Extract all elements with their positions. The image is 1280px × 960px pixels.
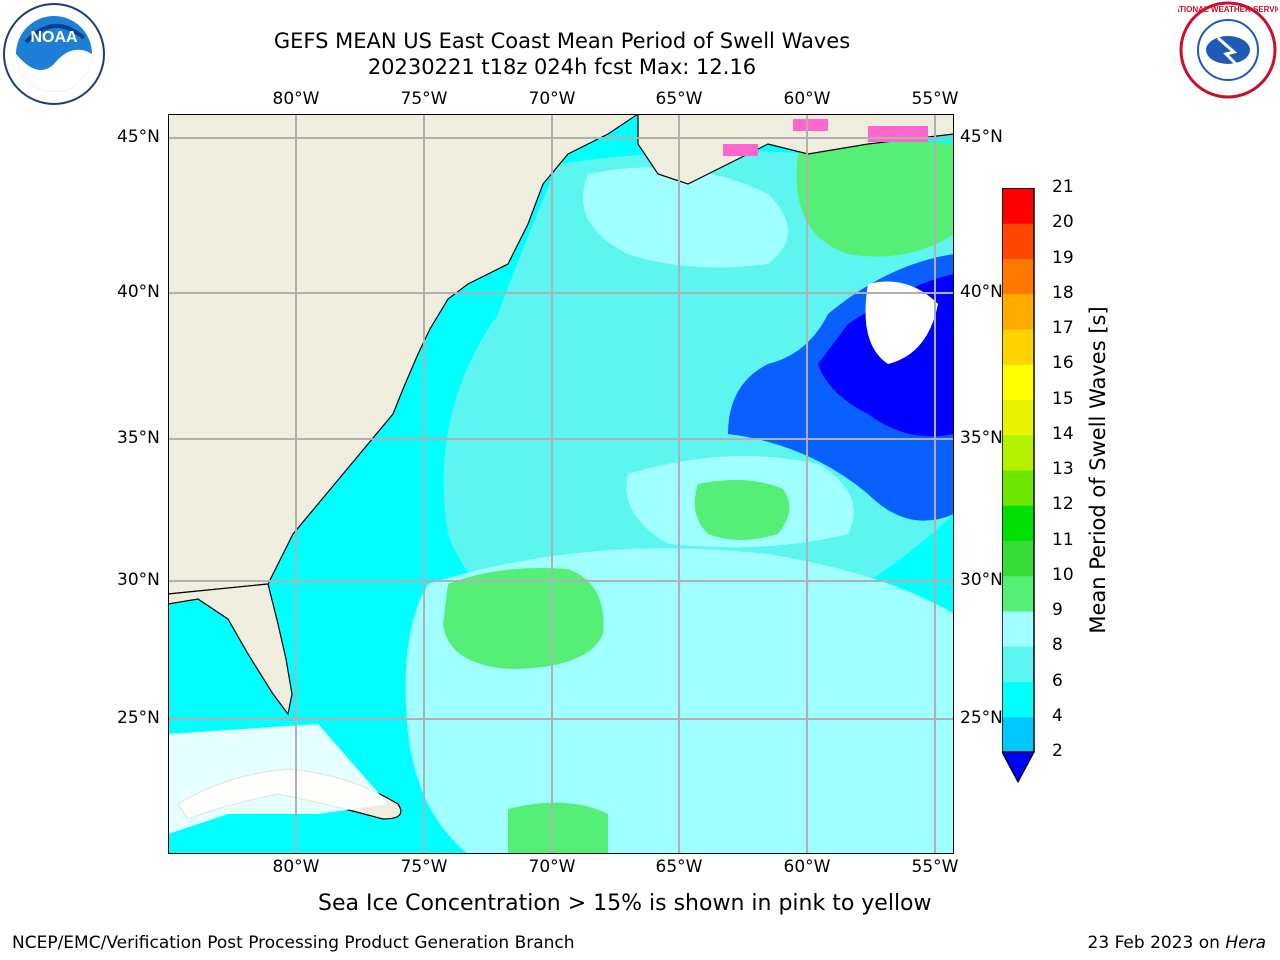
noaa-logo: NOAA bbox=[3, 3, 105, 105]
lat-label-left: 40°N bbox=[117, 282, 160, 302]
colorbar-tick-label: 18 bbox=[1052, 282, 1074, 303]
colorbar-tick-label: 13 bbox=[1052, 459, 1074, 479]
colorbar-segment bbox=[1002, 223, 1034, 259]
footer-host: Hera bbox=[1225, 933, 1266, 953]
colorbar-tick-label: 14 bbox=[1052, 423, 1074, 444]
colorbar-tick-label: 9 bbox=[1052, 600, 1063, 620]
colorbar-under-triangle bbox=[1002, 751, 1035, 784]
swell-region-9-10s-central bbox=[443, 568, 604, 669]
colorbar-segment bbox=[1002, 540, 1034, 577]
swell-region-9-10s-east bbox=[694, 480, 790, 540]
swell-period-map bbox=[168, 114, 954, 854]
colorbar-segment bbox=[1002, 716, 1034, 753]
colorbar-segment bbox=[1002, 399, 1034, 436]
lon-label-top: 65°W bbox=[655, 89, 703, 109]
lon-label-bottom: 65°W bbox=[655, 857, 703, 877]
land-florida bbox=[168, 583, 293, 716]
lon-label-bottom: 55°W bbox=[911, 857, 959, 877]
map-gridlines bbox=[168, 114, 954, 854]
no-data-region-caribbean bbox=[168, 724, 388, 834]
colorbar-segment bbox=[1002, 470, 1034, 506]
colorbar-segment bbox=[1002, 646, 1034, 682]
lon-label-top: 80°W bbox=[272, 89, 320, 109]
nws-logo: NATIONAL WEATHER SERVICE bbox=[1178, 1, 1278, 99]
colorbar-tick-label: 21 bbox=[1052, 177, 1074, 197]
lon-label-top: 75°W bbox=[400, 89, 448, 109]
colorbar-tick-label: 20 bbox=[1052, 212, 1074, 233]
colorbar-segment bbox=[1002, 364, 1034, 400]
sea-ice-note: Sea Ice Concentration > 15% is shown in … bbox=[318, 891, 932, 916]
colorbar-tick-label: 10 bbox=[1052, 564, 1074, 585]
sea-ice-cells bbox=[723, 144, 758, 156]
colorbar-frame bbox=[1002, 188, 1035, 753]
land-us-mainland bbox=[168, 114, 640, 595]
lat-label-left: 30°N bbox=[117, 570, 160, 590]
colorbar-segment bbox=[1002, 329, 1034, 365]
lon-label-bottom: 80°W bbox=[272, 857, 320, 877]
swell-region-9-10s-south bbox=[508, 802, 608, 854]
colorbar-segment bbox=[1002, 681, 1034, 718]
lon-label-bottom: 75°W bbox=[400, 857, 448, 877]
lon-label-top: 70°W bbox=[528, 89, 576, 109]
swell-region-9-10s-northeast bbox=[796, 140, 954, 257]
footer-branch: NCEP/EMC/Verification Post Processing Pr… bbox=[12, 933, 575, 953]
lon-label-bottom: 70°W bbox=[528, 857, 576, 877]
footer-date-text: 23 Feb 2023 on bbox=[1087, 933, 1226, 953]
lat-label-left: 25°N bbox=[117, 708, 160, 728]
colorbar-tick-label: 4 bbox=[1052, 705, 1063, 726]
lat-label-right: 30°N bbox=[960, 570, 1003, 590]
chart-subtitle: 20230221 t18z 024h fcst Max: 12.16 bbox=[367, 55, 757, 79]
lat-label-left: 35°N bbox=[117, 428, 160, 448]
lat-label-right: 25°N bbox=[960, 708, 1003, 728]
colorbar-segments bbox=[1002, 188, 1034, 753]
nws-logo-text: NATIONAL WEATHER SERVICE bbox=[1178, 5, 1278, 14]
sea-ice-cells bbox=[868, 126, 928, 142]
lon-label-top: 60°W bbox=[783, 89, 831, 109]
colorbar-segment bbox=[1002, 611, 1034, 647]
colorbar-tick-label: 17 bbox=[1052, 318, 1074, 338]
swell-region-8-9s-north bbox=[583, 167, 788, 268]
no-data-region-atlantic bbox=[865, 281, 938, 364]
lon-label-bottom: 60°W bbox=[783, 857, 831, 877]
lat-label-left: 45°N bbox=[117, 127, 160, 147]
footer-date: 23 Feb 2023 on Hera bbox=[1088, 933, 1266, 953]
colorbar-tick-label: 16 bbox=[1052, 353, 1074, 374]
colorbar-tick-label: 15 bbox=[1052, 388, 1074, 409]
colorbar-tick-label: 8 bbox=[1052, 635, 1063, 656]
colorbar-tick-label: 11 bbox=[1052, 529, 1074, 550]
colorbar-segment bbox=[1002, 258, 1034, 295]
lat-label-right: 45°N bbox=[960, 127, 1003, 147]
colorbar-tick-label: 12 bbox=[1052, 494, 1074, 515]
sea-ice-cells bbox=[793, 119, 828, 131]
colorbar-tick-label: 2 bbox=[1052, 741, 1063, 761]
chart-title: GEFS MEAN US East Coast Mean Period of S… bbox=[273, 29, 851, 53]
colorbar-segment bbox=[1002, 505, 1034, 541]
colorbar-segment bbox=[1002, 575, 1034, 612]
colorbar-segment bbox=[1002, 293, 1034, 330]
noaa-logo-text: NOAA bbox=[30, 29, 78, 46]
colorbar-tick-label: 6 bbox=[1052, 670, 1063, 691]
colorbar-title: Mean Period of Swell Waves [s] bbox=[1086, 306, 1110, 634]
lat-label-right: 40°N bbox=[960, 282, 1003, 302]
lon-label-top: 55°W bbox=[911, 89, 959, 109]
lat-label-right: 35°N bbox=[960, 428, 1003, 448]
colorbar bbox=[1002, 188, 1035, 784]
colorbar-tick-label: 19 bbox=[1052, 247, 1074, 268]
colorbar-segment bbox=[1002, 434, 1034, 471]
colorbar-segment bbox=[1002, 188, 1034, 224]
